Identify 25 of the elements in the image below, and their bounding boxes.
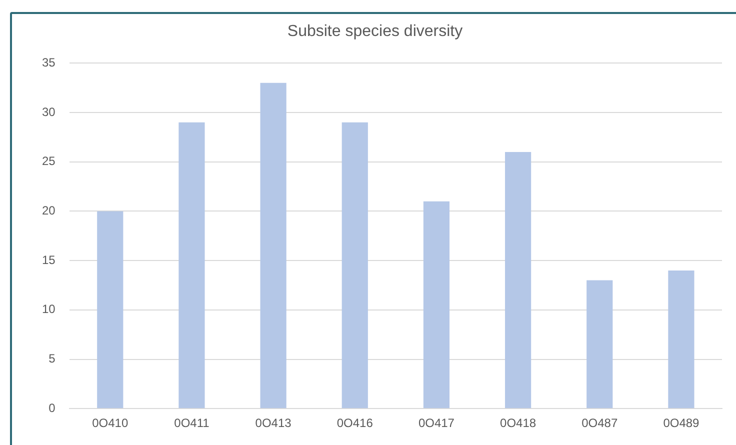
bar (586, 280, 613, 408)
bar (423, 201, 450, 408)
y-tick-label: 10 (42, 302, 56, 316)
x-tick-label: 0O413 (255, 416, 292, 430)
bar (97, 211, 124, 408)
y-tick-label: 5 (48, 352, 56, 366)
x-tick-label: 0O417 (418, 416, 455, 430)
x-tick-label: 0O418 (500, 416, 536, 430)
bar (342, 122, 368, 408)
y-tick-label: 25 (42, 154, 56, 168)
x-tick-label: 0O410 (92, 416, 128, 430)
x-tick-label: 0O411 (174, 416, 210, 430)
y-tick-label: 0 (48, 400, 56, 415)
x-tick-label: 0O487 (582, 416, 618, 430)
y-tick-label: 35 (42, 56, 56, 70)
bar (260, 82, 286, 408)
chart-title: Subsite species diversity (287, 23, 463, 40)
x-tick-label: 0O416 (336, 416, 374, 430)
x-tick-label: 0O489 (663, 416, 700, 430)
y-tick-label: 30 (42, 104, 56, 119)
y-tick-label: 20 (42, 204, 56, 218)
bar (668, 270, 694, 408)
bar (504, 152, 532, 408)
bar (178, 122, 205, 408)
y-tick-label: 15 (42, 252, 56, 267)
